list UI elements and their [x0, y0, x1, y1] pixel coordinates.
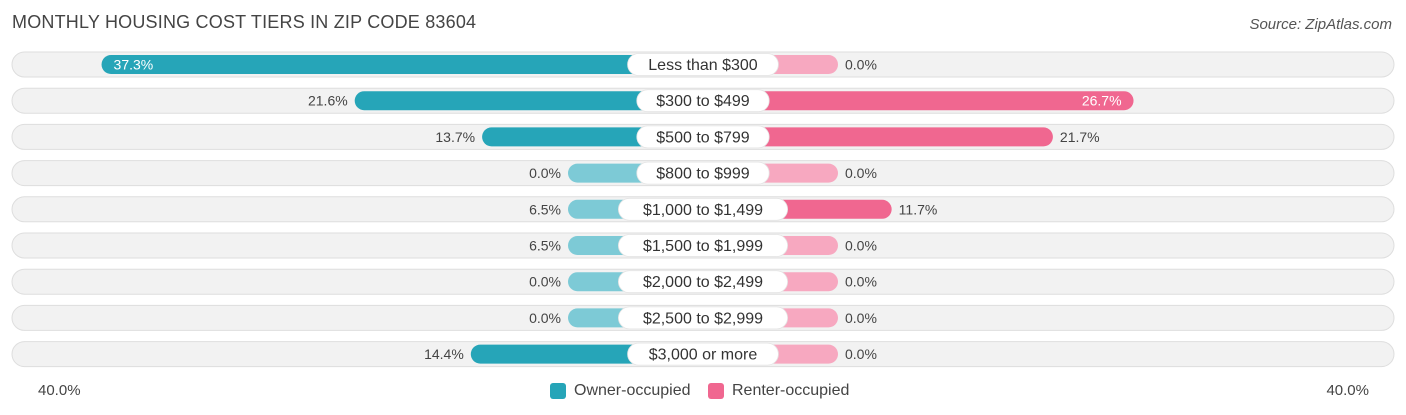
legend-swatch-owner: [550, 383, 566, 399]
renter-value-label: 0.0%: [845, 310, 877, 326]
legend-label-renter: Renter-occupied: [732, 382, 850, 399]
renter-value-label: 26.7%: [1082, 93, 1122, 109]
category-pill: [618, 306, 789, 330]
category-label: $2,000 to $2,499: [643, 274, 763, 291]
renter-bar: [703, 127, 1053, 147]
renter-value-label: 0.0%: [845, 165, 877, 181]
owner-bar: [101, 55, 704, 74]
owner-value-label: 0.0%: [529, 165, 561, 181]
category-pill: [618, 197, 789, 221]
category-pill: [618, 234, 789, 257]
owner-value-label: 6.5%: [529, 201, 561, 217]
legend-label-owner: Owner-occupied: [574, 382, 691, 399]
category-label: $3,000 or more: [649, 347, 758, 364]
category-pill: [636, 161, 770, 185]
renter-bar: [703, 91, 1134, 111]
category-pill: [636, 89, 770, 113]
owner-value-label: 13.7%: [435, 129, 475, 145]
category-pill: [627, 53, 779, 76]
category-label: $800 to $999: [656, 166, 750, 183]
renter-value-label: 0.0%: [845, 57, 877, 73]
category-pill: [636, 125, 770, 149]
category-pill: [627, 342, 779, 366]
renter-value-label: 0.0%: [845, 238, 877, 254]
owner-value-label: 37.3%: [114, 57, 154, 73]
owner-value-label: 0.0%: [529, 310, 561, 326]
legend-item-renter: Renter-occupied: [708, 382, 849, 400]
category-label: $500 to $799: [656, 129, 750, 146]
owner-value-label: 0.0%: [529, 274, 561, 290]
legend: Owner-occupied Renter-occupied: [0, 380, 1406, 402]
renter-value-label: 11.7%: [899, 201, 938, 217]
axis-left-label: 40.0%: [38, 382, 81, 399]
renter-value-label: 0.0%: [845, 274, 877, 290]
chart-source: Source: ZipAtlas.com: [1249, 16, 1392, 33]
owner-value-label: 6.5%: [529, 238, 561, 254]
category-label: $1,500 to $1,999: [643, 238, 763, 255]
renter-value-label: 0.0%: [845, 346, 877, 362]
diverging-bar-chart: 37.3% 0.0% Less than $300 21.6% 26.7% $300 to…: [11, 51, 1395, 368]
category-label: $1,000 to $1,499: [643, 202, 763, 219]
owner-value-label: 21.6%: [308, 93, 348, 109]
owner-value-label: 14.4%: [424, 346, 464, 362]
renter-value-label: 21.7%: [1060, 129, 1100, 145]
legend-swatch-renter: [708, 383, 724, 399]
category-label: $2,500 to $2,999: [643, 310, 763, 327]
chart-title: MONTHLY HOUSING COST TIERS IN ZIP CODE 8…: [12, 12, 477, 32]
category-label: Less than $300: [648, 57, 758, 74]
owner-bar: [354, 91, 703, 111]
category-pill: [618, 270, 789, 294]
axis-right-label: 40.0%: [1326, 382, 1369, 399]
legend-item-owner: Owner-occupied: [550, 382, 691, 400]
category-label: $300 to $499: [656, 93, 750, 110]
